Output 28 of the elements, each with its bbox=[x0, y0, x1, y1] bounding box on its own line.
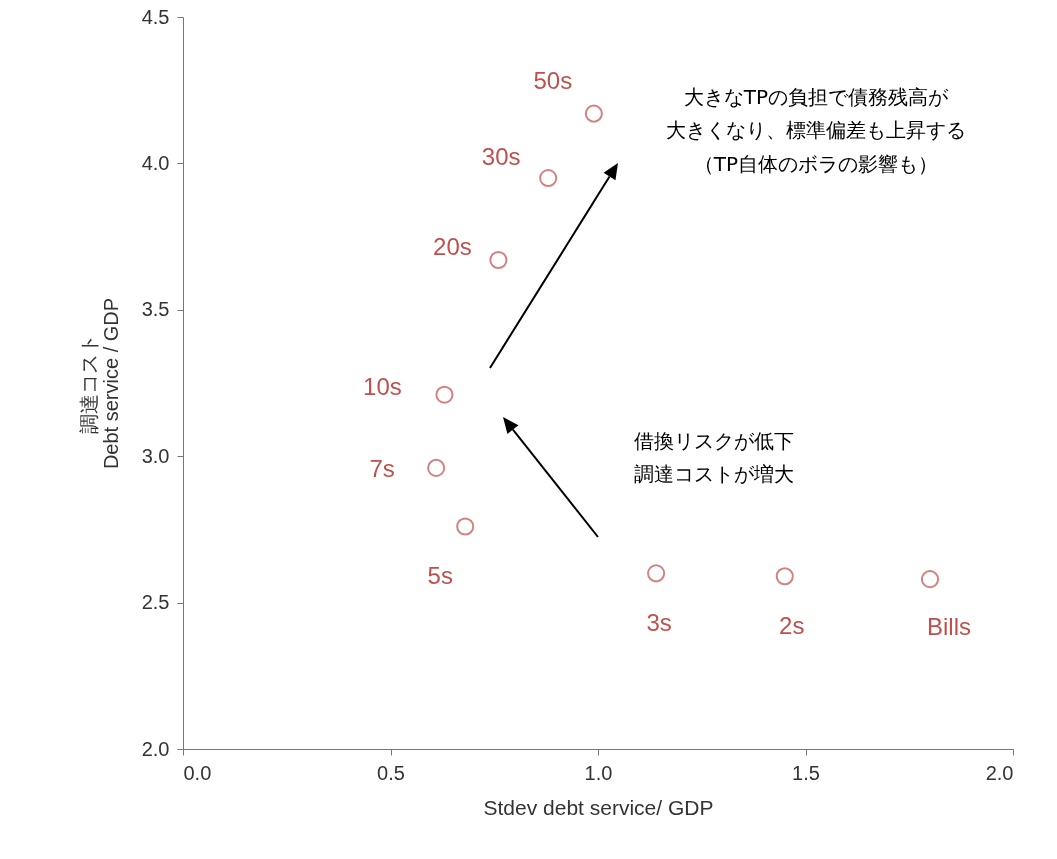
annotation: 20s bbox=[433, 233, 472, 261]
y-tick-label: 3.0 bbox=[141, 444, 170, 467]
annotation: Bills bbox=[926, 613, 972, 641]
annotation: （TP自体のボラの影響も） bbox=[693, 150, 939, 178]
x-tick-label: 0.0 bbox=[183, 761, 212, 784]
annotation: 50s bbox=[533, 66, 573, 94]
text: Debt service / GDP bbox=[99, 297, 122, 470]
annotation: 2s bbox=[779, 612, 805, 640]
annotation: 大きなTPの負担で債務残高が bbox=[683, 83, 949, 111]
y-tick-label: 3.5 bbox=[141, 298, 170, 321]
x-tick-label: 1.0 bbox=[584, 761, 613, 784]
annotation: 30s bbox=[481, 143, 521, 171]
x-tick-label: 0.5 bbox=[377, 761, 405, 784]
annotation: 大きくなり、標準偏差も上昇する bbox=[666, 116, 966, 144]
y-tick-label: 2.5 bbox=[141, 591, 170, 614]
annotation: 3s bbox=[646, 609, 672, 637]
annotation: 10s bbox=[363, 372, 402, 400]
x-axis-title: Stdev debt service/ GDP bbox=[483, 795, 714, 819]
y-tick-label: 4.0 bbox=[141, 151, 170, 174]
annotation: 5s bbox=[427, 562, 453, 590]
y-tick-label: 4.5 bbox=[141, 5, 170, 28]
text: 調達コスト bbox=[77, 333, 100, 434]
annotation: 調達コストが増大 bbox=[634, 460, 794, 488]
y-tick-label: 2.0 bbox=[141, 737, 170, 760]
x-tick-label: 1.5 bbox=[792, 761, 820, 784]
x-tick-label: 2.0 bbox=[985, 761, 1014, 784]
annotation: 借換リスクが低下 bbox=[634, 427, 794, 455]
annotation: 7s bbox=[369, 454, 395, 482]
